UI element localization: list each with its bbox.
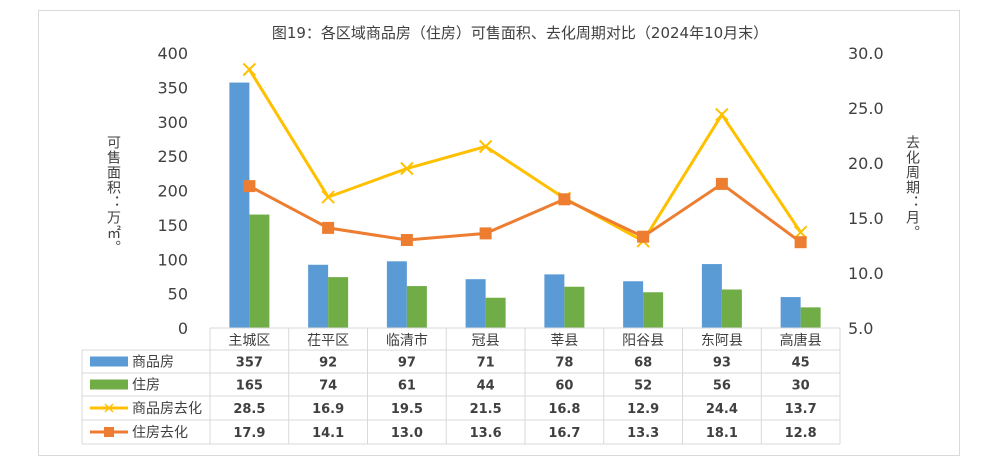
category-label: 阳谷县	[622, 333, 664, 349]
y2-tick-label: 30.0	[848, 44, 884, 63]
bar-commercial	[229, 82, 250, 328]
table-value: 21.5	[470, 402, 502, 417]
legend-label: 住房	[132, 378, 160, 394]
y-tick-label: 100	[157, 250, 188, 269]
line-marker-square	[479, 227, 492, 240]
table-value: 30	[792, 379, 810, 394]
category-label: 临清市	[386, 332, 428, 349]
line-marker-x	[478, 139, 493, 154]
y-axis-title: 可售面积：万㎡。	[105, 135, 121, 255]
table-value: 28.5	[233, 402, 265, 417]
table-value: 24.4	[706, 402, 738, 417]
category-label: 高唐县	[780, 332, 822, 349]
line-marker-x	[321, 190, 335, 204]
bar-commercial	[780, 297, 801, 328]
line-marker-square	[558, 193, 571, 206]
legend-label: 商品房	[132, 355, 174, 371]
bar-housing	[643, 292, 664, 328]
bar-housing	[485, 297, 506, 328]
category-label: 冠县	[472, 333, 500, 349]
table-value: 12.8	[785, 426, 817, 441]
y-tick-label: 150	[157, 216, 188, 235]
bar-commercial	[701, 264, 722, 328]
table-value: 13.3	[627, 426, 659, 441]
legend-label: 商品房去化	[132, 401, 202, 417]
table-value: 17.9	[233, 426, 265, 441]
table-value: 14.1	[312, 426, 344, 441]
chart-frame	[38, 10, 960, 456]
table-value: 92	[319, 356, 337, 371]
series-line	[248, 182, 802, 244]
bar-commercial	[544, 274, 565, 328]
legend-marker	[104, 403, 114, 413]
category-label: 茌平区	[307, 333, 349, 349]
table-value: 93	[713, 356, 731, 371]
line-marker-x	[715, 107, 729, 122]
bar-housing	[800, 307, 821, 328]
table-value: 13.0	[391, 426, 423, 441]
y2-tick-label: 5.0	[848, 319, 873, 338]
bar-commercial	[623, 281, 644, 328]
table-value: 13.6	[470, 426, 502, 441]
series-line	[248, 68, 802, 244]
y2-axis-title: 去化周期：月。	[904, 135, 920, 240]
line-marker-x	[400, 161, 414, 176]
category-label: 东阿县	[701, 333, 743, 349]
chart-title: 图19：各区域商品房（住房）可售面积、去化周期对比（2024年10月末）	[272, 24, 768, 42]
category-label: 主城区	[228, 333, 270, 349]
y-tick-label: 50	[168, 285, 188, 304]
bar-housing	[721, 289, 742, 328]
y-tick-label: 350	[157, 78, 188, 97]
bar-housing	[328, 277, 349, 328]
y-tick-label: 250	[157, 147, 188, 166]
line-marker-square	[715, 177, 728, 190]
bar-housing	[249, 214, 270, 328]
table-value: 165	[236, 379, 263, 394]
y-tick-label: 400	[157, 44, 188, 63]
table-value: 78	[555, 356, 573, 371]
line-marker-square	[243, 180, 256, 193]
y2-tick-label: 15.0	[848, 209, 884, 228]
table-value: 68	[634, 356, 652, 371]
legend-marker	[104, 427, 114, 437]
table-value: 56	[713, 379, 731, 394]
y-tick-label: 0	[178, 319, 188, 338]
line-marker-square	[794, 236, 807, 249]
y2-tick-label: 25.0	[848, 99, 884, 118]
table-value: 97	[398, 356, 416, 371]
bar-commercial	[386, 261, 407, 328]
table-value: 45	[792, 356, 810, 371]
y2-tick-label: 10.0	[848, 264, 884, 283]
category-label: 莘县	[550, 332, 578, 349]
legend-label: 住房去化	[132, 425, 188, 441]
table-value: 18.1	[706, 426, 738, 441]
table-value: 19.5	[391, 402, 423, 417]
table-value: 16.7	[548, 426, 580, 441]
line-marker-x	[242, 62, 257, 77]
table-value: 61	[398, 379, 416, 394]
table-value: 52	[634, 379, 652, 394]
table-value: 60	[555, 379, 573, 394]
table-value: 74	[319, 379, 337, 394]
bar-commercial	[308, 264, 329, 328]
y2-tick-label: 20.0	[848, 154, 884, 173]
bar-housing	[406, 286, 427, 328]
y-tick-label: 200	[157, 182, 188, 201]
table-value: 357	[236, 356, 263, 371]
bar-housing	[564, 286, 585, 328]
line-marker-square	[322, 221, 335, 234]
table-value: 12.9	[627, 402, 659, 417]
table-value: 16.8	[548, 402, 580, 417]
legend-key	[90, 356, 128, 367]
table-value: 71	[477, 356, 495, 371]
bar-commercial	[465, 279, 486, 328]
legend-key	[90, 379, 128, 390]
table-value: 44	[477, 379, 495, 394]
line-marker-square	[400, 234, 413, 246]
table-value: 13.7	[785, 402, 817, 417]
y-tick-label: 300	[157, 113, 188, 132]
line-marker-square	[637, 230, 650, 243]
table-value: 16.9	[312, 402, 344, 417]
